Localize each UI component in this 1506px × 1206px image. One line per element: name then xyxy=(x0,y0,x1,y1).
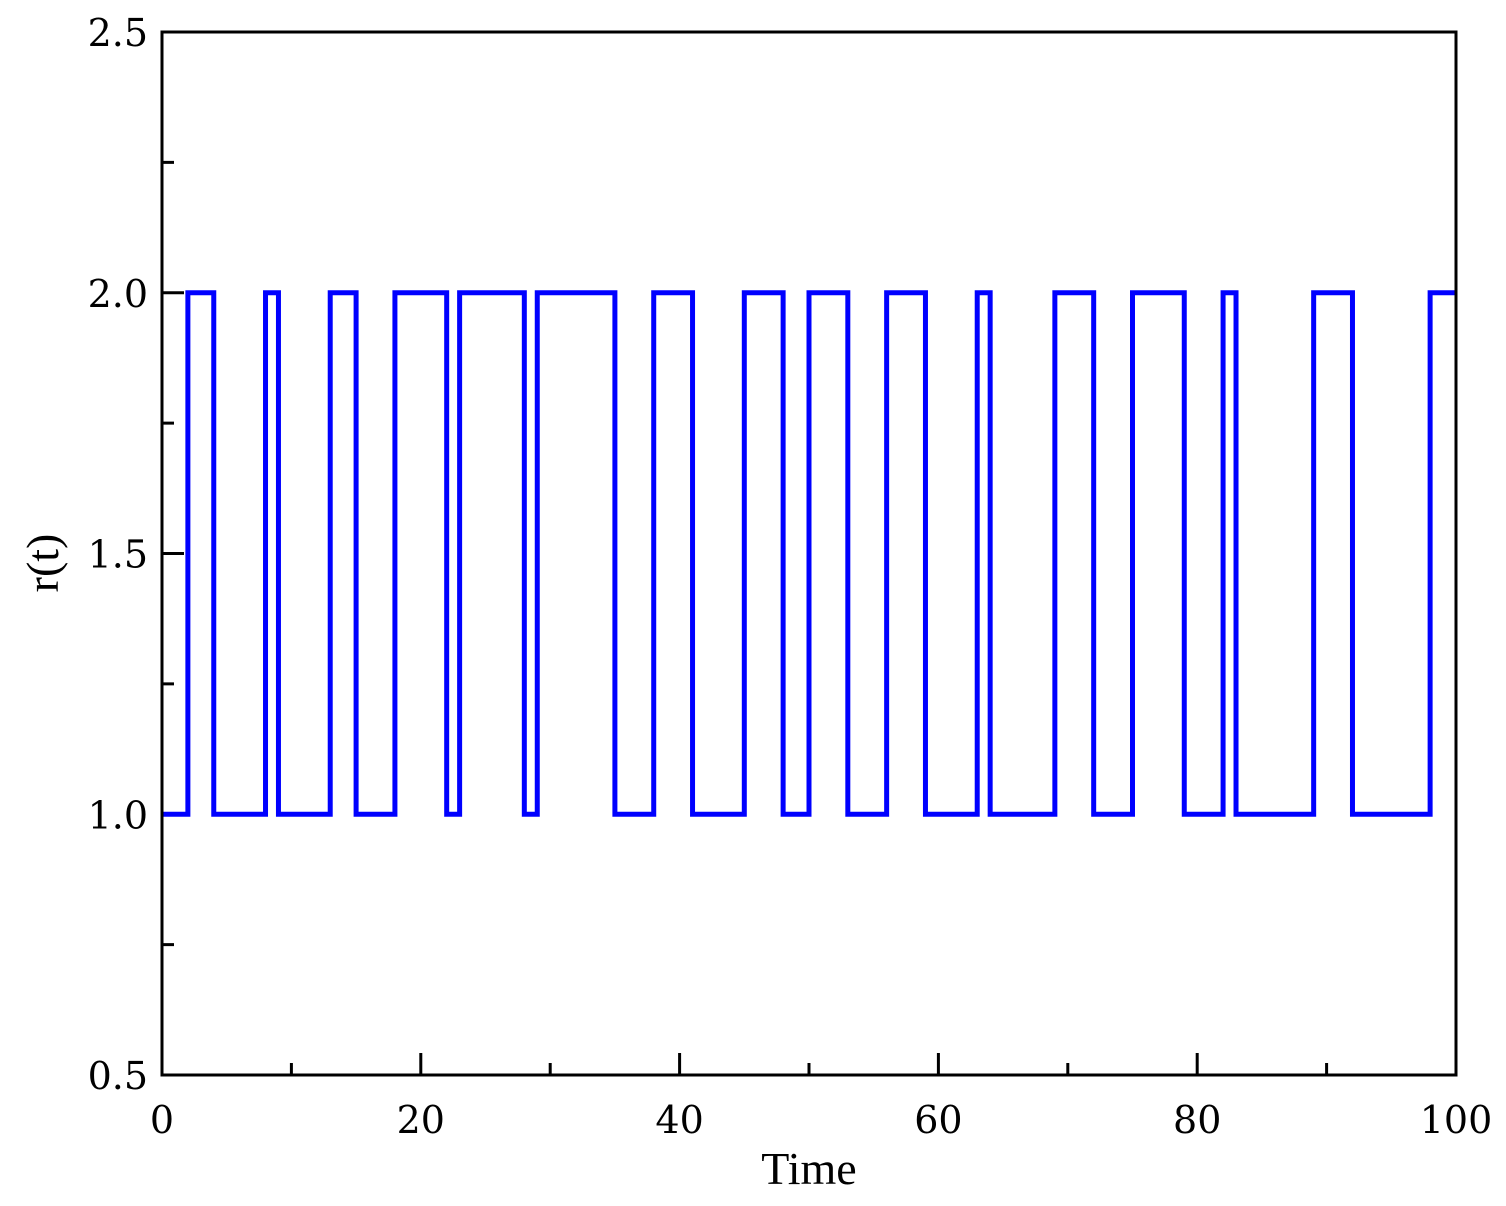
x-tick-label: 40 xyxy=(655,1098,703,1142)
x-tick-label: 60 xyxy=(914,1098,962,1142)
x-tick-label: 0 xyxy=(150,1098,174,1142)
y-tick-label: 2.5 xyxy=(88,11,148,55)
x-tick-label: 100 xyxy=(1420,1098,1493,1142)
x-tick-label: 80 xyxy=(1173,1098,1221,1142)
y-tick-label: 1.5 xyxy=(88,533,148,577)
y-tick-label: 0.5 xyxy=(88,1054,148,1098)
x-axis-title: Time xyxy=(761,1143,856,1194)
y-axis-title: r(t) xyxy=(17,534,68,593)
x-tick-label: 20 xyxy=(397,1098,445,1142)
tick-labels: 0 20 40 60 80 100 0.5 1.0 1.5 2.0 2.5 xyxy=(88,11,1493,1142)
series-line xyxy=(162,290,1456,817)
y-tick-label: 2.0 xyxy=(88,272,148,316)
plot-frame xyxy=(160,30,1458,1077)
y-tick-label: 1.0 xyxy=(88,793,148,837)
